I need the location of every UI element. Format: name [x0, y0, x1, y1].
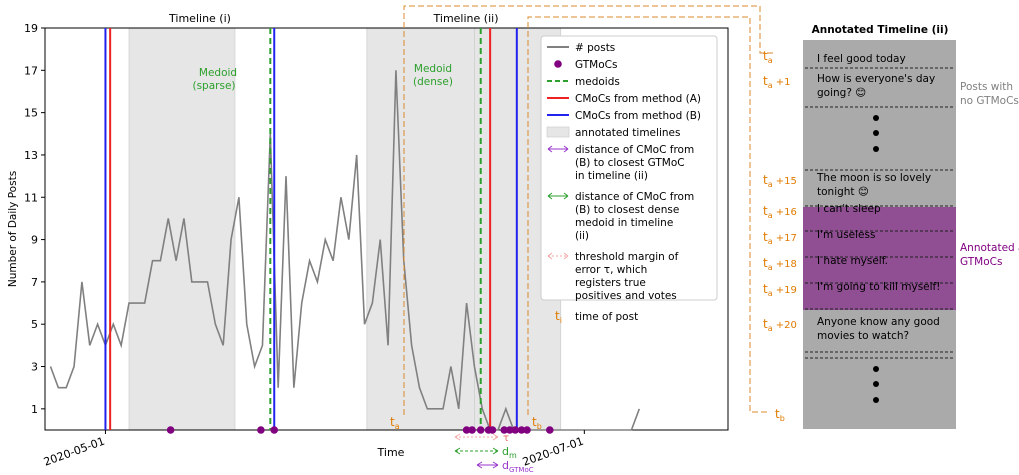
timeline-post-text: I hate myself. — [817, 255, 888, 267]
legend-swatch — [554, 60, 562, 68]
gtmoc-dot — [500, 426, 509, 434]
gtmoc-dot — [257, 426, 265, 434]
timeline-post-text: The moon is so lovely tonight 😊 — [816, 172, 931, 198]
y-tick-label: 5 — [31, 318, 38, 331]
bracket-lines — [403, 5, 775, 415]
legend-swatch — [547, 145, 569, 153]
legend-label: distance of CMoC from (B) to closest GTMo… — [575, 144, 694, 182]
medoid-sparse-label: Medoid (sparse) — [192, 67, 237, 92]
svg-text:dm: dm — [502, 445, 517, 460]
legend-swatch — [547, 252, 569, 260]
event-vertical-lines — [104, 28, 518, 430]
gtmoc-dot — [511, 426, 520, 434]
timeline-post-time: ta +1 — [763, 74, 791, 90]
legend-label: threshold margin of error τ, which registe… — [575, 251, 679, 302]
gtmoc-dot — [488, 426, 497, 434]
gtmoc-dot — [270, 426, 279, 434]
legend-swatch — [546, 126, 570, 138]
timeline-post-text: Anyone know any good movies to watch? — [817, 316, 940, 342]
gtmoc-dot — [545, 426, 554, 434]
svg-text:dGTMoC: dGTMoC — [502, 459, 534, 474]
ellipsis-dot — [873, 366, 879, 372]
legend-label: distance of CMoC from (B) to closest dens… — [575, 191, 694, 242]
side-panel-title: Annotated Timeline (ii) — [812, 24, 949, 36]
legend-swatch — [547, 192, 569, 200]
legend-swatch: ti — [555, 309, 562, 325]
gtmoc-dot — [523, 426, 531, 434]
gtmoc-dot — [505, 426, 514, 434]
y-tick-label: 1 — [31, 403, 38, 416]
y-tick-label: 11 — [24, 191, 38, 204]
y-tick-label: 15 — [24, 107, 38, 120]
gtmoc-dot — [468, 426, 476, 434]
timeline-post-time: ta — [763, 49, 773, 65]
ellipsis-dot — [873, 381, 879, 387]
gtmoc-dot — [476, 426, 485, 434]
y-axis-label: Number of Daily Posts — [7, 171, 19, 287]
gtmoc-dots — [166, 426, 554, 434]
dm-arrow: dm — [454, 445, 517, 460]
y-tick-label: 17 — [24, 64, 38, 77]
svg-text:τ: τ — [503, 433, 509, 444]
tb-marker: tb — [532, 415, 542, 431]
y-tick-label: 7 — [31, 276, 38, 289]
gtmoc-dot — [166, 426, 175, 434]
y-tick-label: 13 — [24, 149, 38, 162]
ellipsis-dot — [873, 115, 879, 121]
legend-label: CMoCs from method (A) — [575, 93, 701, 105]
legend-label: CMoCs from method (B) — [575, 110, 701, 122]
gtmoc-note: Annotated asGTMoCs — [960, 242, 1019, 268]
tb-panel-label: tb — [775, 407, 785, 423]
legend-label: time of post — [575, 311, 638, 323]
posts-series-line — [49, 70, 641, 431]
ellipsis-dot — [873, 397, 879, 403]
y-tick-label: 3 — [31, 361, 38, 374]
gtmoc-dot — [517, 426, 526, 434]
ellipsis-dot — [873, 146, 879, 152]
annotated-timeline-panel: Annotated Timeline (ii) I feel good toda… — [763, 24, 1019, 429]
tau-arrow: τ — [454, 433, 509, 444]
gtmoc-dot — [462, 426, 471, 434]
no-gtmoc-note: Posts with no GTMoCs — [960, 81, 1019, 107]
dgtmoc-arrow: dGTMoC — [476, 459, 534, 474]
legend-label: GTMoCs — [575, 59, 617, 71]
legend-label: medoids — [575, 76, 620, 88]
ellipsis-dot — [873, 130, 879, 136]
x-axis-label: Time — [377, 446, 405, 459]
y-tick-label: 9 — [31, 234, 38, 247]
timeline-post-text: I feel good today — [817, 53, 906, 65]
legend: # posts GTMoCs medoids CMoCs from method (A… — [540, 35, 718, 325]
ta-marker: ta — [390, 415, 400, 431]
annotated-timeline-band — [366, 27, 475, 431]
legend-label: # posts — [575, 42, 615, 54]
y-tick-label: 19 — [24, 22, 38, 35]
timeline-ii-label: Timeline (ii) — [433, 12, 499, 25]
timeline-i-label: Timeline (i) — [168, 12, 231, 25]
timeline-post-text: I'm going to kill myself! — [817, 281, 940, 293]
timeline-post-text: I'm useless — [817, 229, 875, 241]
plot-frame — [44, 27, 729, 431]
legend-label: annotated timelines — [575, 127, 680, 139]
timeline-post-text: I can't sleep — [817, 203, 881, 215]
timeline-post-text: How is everyone's day going? 😊 — [817, 73, 935, 99]
medoid-dense-label: Medoid (dense) — [413, 63, 453, 88]
